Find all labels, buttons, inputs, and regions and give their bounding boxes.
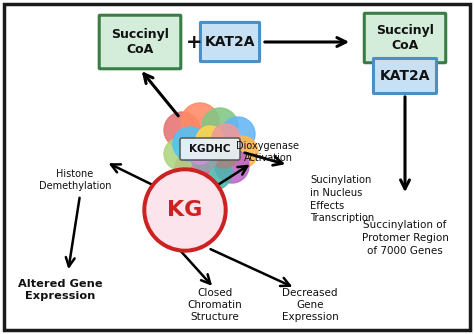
Text: Decreased
Gene
Expression: Decreased Gene Expression	[282, 288, 338, 322]
Text: KAT2A: KAT2A	[205, 35, 255, 49]
FancyBboxPatch shape	[201, 22, 260, 61]
Text: Succinylation of
Protomer Region
of 7000 Genes: Succinylation of Protomer Region of 7000…	[362, 220, 448, 256]
Text: KAT2A: KAT2A	[380, 69, 430, 83]
Text: +: +	[186, 32, 202, 51]
Circle shape	[181, 103, 219, 141]
Circle shape	[164, 112, 200, 148]
Text: Altered Gene
Expression: Altered Gene Expression	[18, 279, 102, 301]
Circle shape	[147, 172, 223, 248]
Circle shape	[196, 154, 232, 190]
Circle shape	[188, 140, 212, 164]
Circle shape	[221, 117, 255, 151]
FancyBboxPatch shape	[374, 58, 437, 94]
Circle shape	[173, 127, 207, 161]
Circle shape	[196, 126, 224, 154]
Circle shape	[210, 140, 238, 168]
Circle shape	[215, 149, 249, 183]
Circle shape	[164, 138, 196, 170]
Circle shape	[191, 145, 217, 171]
Text: KGDHC: KGDHC	[189, 144, 231, 154]
Text: Dioxygenase
Activation: Dioxygenase Activation	[237, 141, 300, 163]
Text: Histone
Demethylation: Histone Demethylation	[39, 169, 111, 191]
FancyBboxPatch shape	[365, 13, 446, 63]
FancyBboxPatch shape	[99, 15, 181, 69]
Circle shape	[212, 124, 240, 152]
Text: Succinyl
CoA: Succinyl CoA	[376, 24, 434, 52]
Circle shape	[175, 151, 209, 185]
FancyBboxPatch shape	[180, 138, 240, 160]
Text: Succinyl
CoA: Succinyl CoA	[111, 28, 169, 56]
Circle shape	[226, 136, 258, 168]
Circle shape	[202, 108, 238, 144]
Text: Sucinylation
in Nucleus
Effects
Transcription: Sucinylation in Nucleus Effects Transcri…	[310, 175, 374, 223]
Circle shape	[143, 168, 227, 252]
Text: Closed
Chromatin
Structure: Closed Chromatin Structure	[188, 288, 242, 322]
Text: KG: KG	[167, 200, 203, 220]
FancyBboxPatch shape	[4, 4, 470, 330]
